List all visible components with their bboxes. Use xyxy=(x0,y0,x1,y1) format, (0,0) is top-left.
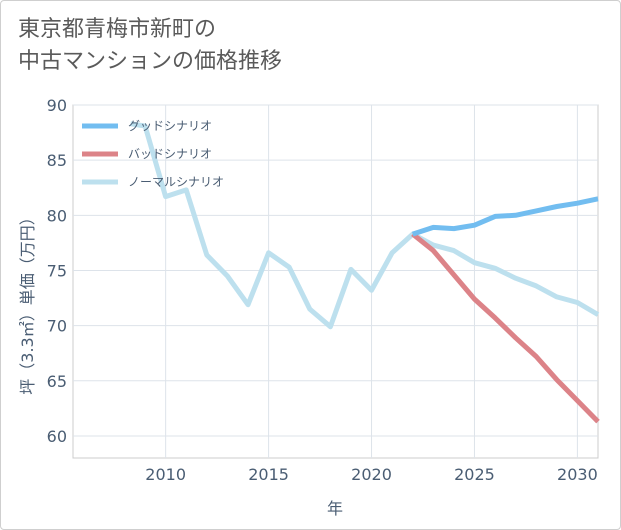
y-tick-label: 80 xyxy=(47,206,67,225)
x-tick-label: 2020 xyxy=(351,465,392,484)
y-tick-label: 65 xyxy=(47,372,67,391)
legend-label: バッドシナリオ xyxy=(128,147,212,161)
series-lines xyxy=(130,121,600,424)
y-tick-label: 90 xyxy=(47,96,67,115)
chart-title-line-2: 中古マンションの価格推移 xyxy=(18,49,283,74)
gridlines xyxy=(73,104,598,458)
chart-title: 東京都青梅市新町の 中古マンションの価格推移 xyxy=(18,14,438,78)
legend-label: グッドシナリオ xyxy=(128,119,212,133)
y-tick-label: 85 xyxy=(47,151,67,170)
x-tick-label: 2030 xyxy=(557,465,598,484)
legend-label: ノーマルシナリオ xyxy=(128,175,224,189)
series-line-normal xyxy=(130,121,600,330)
x-tick-label: 2025 xyxy=(454,465,495,484)
x-tick-label: 2010 xyxy=(145,465,186,484)
x-tick-labels: 2010 2015 2020 2025 2030 xyxy=(145,465,597,484)
x-axis-label: 年 xyxy=(327,499,343,518)
y-tick-label: 75 xyxy=(47,261,67,280)
y-axis-label: 坪（3.3㎡）単価（万円） xyxy=(18,209,37,394)
chart-title-line-1: 東京都青梅市新町の xyxy=(18,17,217,42)
y-tick-labels: 60 65 70 75 80 85 90 xyxy=(47,96,67,446)
series-line-bad xyxy=(411,232,600,424)
plot-area xyxy=(72,104,599,459)
x-tick-label: 2015 xyxy=(248,465,289,484)
y-tick-label: 70 xyxy=(47,317,67,336)
series-line-good xyxy=(411,196,599,237)
y-tick-label: 60 xyxy=(47,427,67,446)
